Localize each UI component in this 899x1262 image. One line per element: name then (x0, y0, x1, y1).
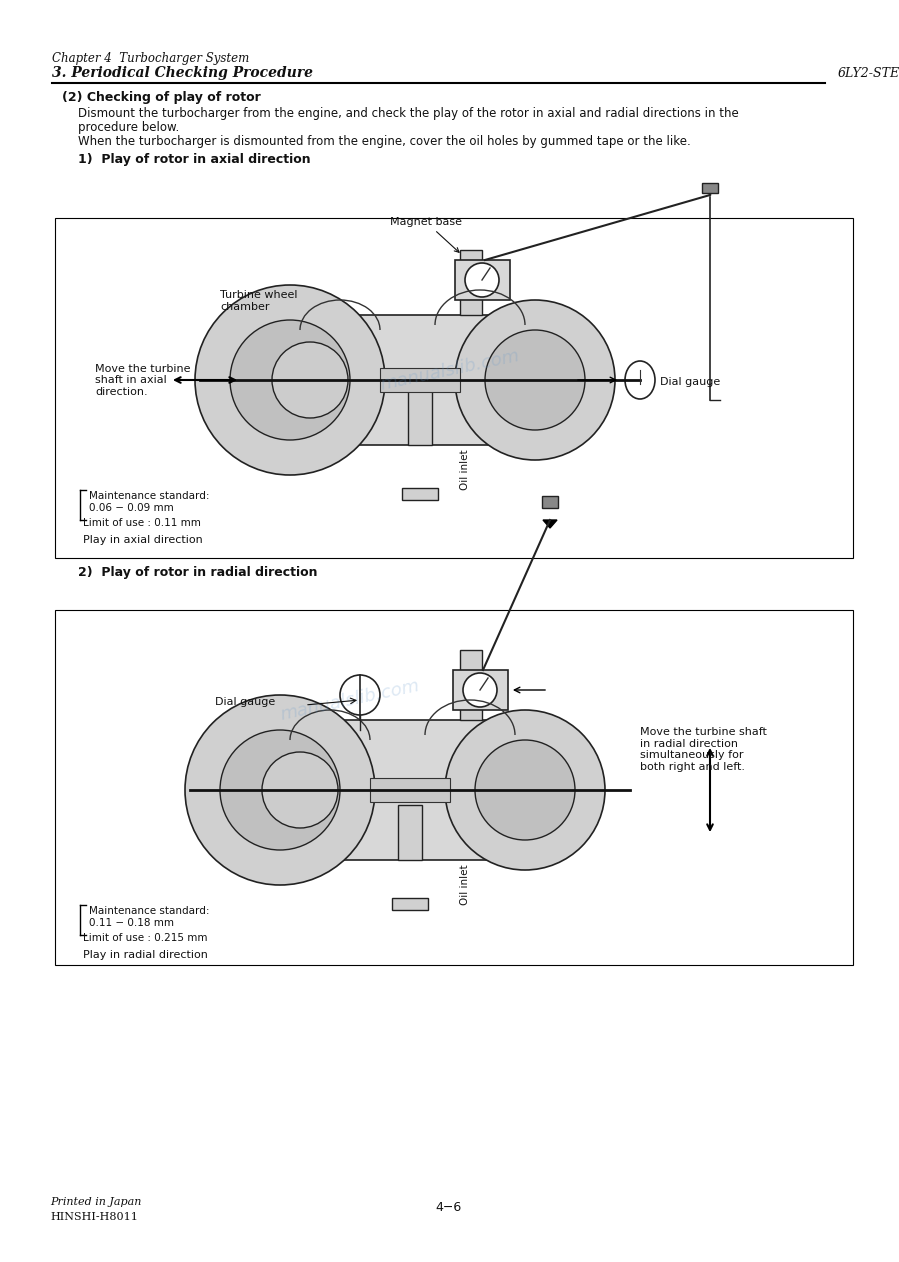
Circle shape (475, 740, 575, 840)
Bar (460, 250, 482, 316)
Text: Maintenance standard:: Maintenance standard: (89, 491, 209, 501)
Bar (702, 183, 718, 193)
Text: Play in radial direction: Play in radial direction (83, 950, 208, 960)
Text: Limit of use : 0.215 mm: Limit of use : 0.215 mm (83, 933, 208, 943)
Circle shape (455, 300, 615, 461)
Text: Limit of use : 0.11 mm: Limit of use : 0.11 mm (83, 517, 200, 528)
Circle shape (262, 752, 338, 828)
Bar (455, 260, 510, 300)
Text: Magnet base: Magnet base (390, 217, 462, 252)
Text: 4−6: 4−6 (436, 1201, 462, 1214)
Circle shape (272, 342, 348, 418)
Text: Oil inlet: Oil inlet (460, 864, 470, 905)
Circle shape (463, 673, 497, 707)
Text: procedure below.: procedure below. (78, 121, 179, 134)
Bar (392, 899, 428, 910)
Bar (55, 218, 853, 558)
Circle shape (485, 329, 585, 430)
Text: When the turbocharger is dismounted from the engine, cover the oil holes by gumm: When the turbocharger is dismounted from… (78, 135, 690, 148)
Text: (2) Checking of play of rotor: (2) Checking of play of rotor (62, 91, 261, 103)
Text: Turbine wheel
chamber: Turbine wheel chamber (220, 290, 298, 312)
Text: manualslib.com: manualslib.com (279, 676, 422, 724)
Circle shape (340, 675, 380, 716)
Bar (398, 805, 422, 859)
Bar (320, 721, 500, 859)
Circle shape (220, 729, 340, 851)
Text: Chapter 4  Turbocharger System: Chapter 4 Turbocharger System (52, 52, 249, 66)
Circle shape (185, 695, 375, 885)
Bar (453, 670, 508, 711)
Bar (370, 777, 450, 801)
Polygon shape (543, 520, 557, 528)
Text: Oil inlet: Oil inlet (460, 449, 470, 491)
Text: 1)  Play of rotor in axial direction: 1) Play of rotor in axial direction (78, 153, 311, 167)
Text: 6LY2-STE: 6LY2-STE (838, 67, 899, 80)
Bar (55, 610, 853, 965)
Text: Dismount the turbocharger from the engine, and check the play of the rotor in ax: Dismount the turbocharger from the engin… (78, 107, 739, 120)
Text: 2)  Play of rotor in radial direction: 2) Play of rotor in radial direction (78, 565, 317, 579)
Bar (380, 369, 460, 392)
Text: Dial gauge: Dial gauge (215, 697, 275, 707)
Bar (460, 650, 482, 721)
Text: Printed in Japan: Printed in Japan (50, 1196, 141, 1206)
Circle shape (230, 321, 350, 440)
Circle shape (195, 285, 385, 475)
Ellipse shape (625, 361, 655, 399)
Text: Move the turbine
shaft in axial
direction.: Move the turbine shaft in axial directio… (95, 363, 191, 398)
Text: HINSHI-H8011: HINSHI-H8011 (50, 1212, 138, 1222)
Bar (408, 385, 432, 445)
Text: 3. Periodical Checking Procedure: 3. Periodical Checking Procedure (52, 66, 313, 80)
Circle shape (465, 262, 499, 297)
Text: Maintenance standard:: Maintenance standard: (89, 906, 209, 916)
Bar (330, 316, 510, 445)
Text: 0.06 − 0.09 mm: 0.06 − 0.09 mm (89, 504, 174, 512)
Text: Move the turbine shaft
in radial direction
simultaneously for
both right and lef: Move the turbine shaft in radial directi… (640, 727, 767, 772)
Text: Play in axial direction: Play in axial direction (83, 535, 203, 545)
Polygon shape (704, 187, 716, 196)
Text: 0.11 − 0.18 mm: 0.11 − 0.18 mm (89, 917, 174, 928)
Bar (542, 496, 558, 509)
Bar (402, 488, 438, 500)
Text: Dial gauge: Dial gauge (660, 377, 720, 387)
Circle shape (445, 711, 605, 870)
Text: manualslib.com: manualslib.com (378, 347, 521, 394)
